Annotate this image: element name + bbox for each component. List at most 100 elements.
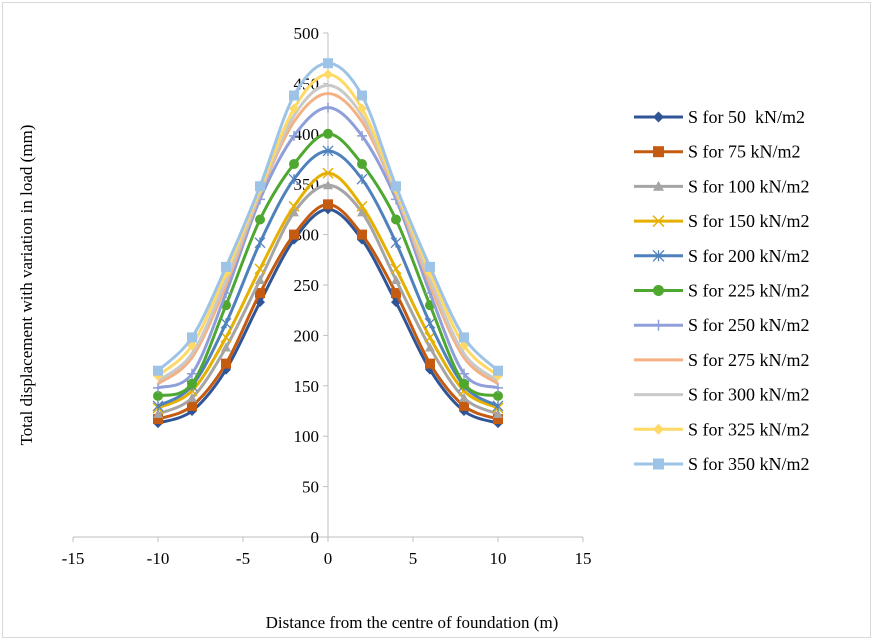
legend-label: S for 350 kN/m2	[688, 454, 810, 474]
legend-item: S for 325 kN/m2	[634, 419, 810, 439]
data-point	[652, 249, 665, 262]
data-point	[653, 285, 664, 296]
x-tick-label: -15	[62, 549, 85, 568]
y-axis-label: Total displacement with variation in loa…	[17, 125, 36, 446]
data-point	[289, 103, 299, 114]
data-point	[323, 128, 333, 139]
data-point	[493, 365, 503, 376]
data-point	[653, 180, 664, 191]
data-point	[459, 368, 469, 379]
data-point	[357, 90, 367, 101]
legend-item: S for 350 kN/m2	[634, 454, 810, 474]
data-point	[493, 382, 503, 393]
data-point	[322, 167, 334, 179]
series-line	[157, 83, 499, 382]
data-point	[425, 342, 435, 352]
y-tick-label: 450	[294, 74, 320, 93]
y-tick-label: 200	[294, 326, 320, 345]
data-point	[357, 130, 367, 141]
data-point	[255, 181, 265, 192]
data-point	[187, 378, 197, 389]
data-point	[391, 214, 401, 225]
data-point	[323, 58, 333, 69]
data-point	[153, 365, 163, 376]
legend-item: S for 150 kN/m2	[634, 211, 810, 231]
y-tick-label: 150	[294, 377, 320, 396]
y-tick-label: 250	[294, 276, 320, 295]
x-tick-label: 15	[575, 549, 592, 568]
series-1	[153, 199, 503, 425]
y-tick-label: 0	[311, 528, 320, 547]
data-point	[289, 229, 299, 240]
data-point	[425, 261, 435, 272]
legend-item: S for 50 kN/m2	[634, 107, 805, 127]
axes	[72, 32, 584, 542]
data-point	[255, 214, 265, 225]
legend-item: S for 275 kN/m2	[634, 350, 810, 370]
data-point	[221, 358, 231, 369]
data-point	[187, 368, 197, 379]
data-point	[653, 319, 664, 331]
legend-label: S for 75 kN/m2	[688, 142, 801, 162]
data-point	[653, 146, 664, 158]
series-8	[157, 83, 499, 382]
legend-item: S for 300 kN/m2	[634, 385, 810, 405]
legend-label: S for 100 kN/m2	[688, 176, 810, 196]
series-2	[153, 180, 503, 419]
data-point	[424, 331, 436, 343]
x-tick-label: 10	[490, 549, 507, 568]
data-point	[653, 458, 664, 470]
data-point	[221, 342, 231, 352]
series-10	[153, 58, 503, 376]
data-point	[288, 173, 300, 185]
data-point	[653, 423, 664, 435]
series-9	[153, 69, 503, 381]
y-tick-label: 100	[294, 427, 320, 446]
data-point	[220, 331, 232, 343]
series-7	[157, 91, 499, 386]
data-point	[390, 263, 402, 275]
data-point	[459, 332, 469, 343]
data-point	[459, 392, 469, 402]
data-point	[152, 400, 164, 412]
legend-label: S for 150 kN/m2	[688, 211, 810, 231]
data-point	[220, 317, 232, 329]
data-point	[357, 103, 367, 114]
x-tick-label: -5	[236, 549, 250, 568]
data-point	[254, 237, 266, 249]
data-point	[323, 180, 333, 190]
data-point	[391, 288, 401, 299]
legend-label: S for 200 kN/m2	[688, 246, 810, 266]
data-point	[323, 102, 333, 113]
data-point	[653, 111, 664, 123]
legend-label: S for 225 kN/m2	[688, 281, 810, 301]
legend-label: S for 325 kN/m2	[688, 419, 810, 439]
series-lines	[152, 58, 504, 429]
data-point	[493, 390, 503, 401]
legend-label: S for 300 kN/m2	[688, 385, 810, 405]
data-point	[356, 200, 368, 212]
data-point	[357, 159, 367, 170]
x-tick-label: 5	[409, 549, 418, 568]
data-point	[425, 358, 435, 369]
data-point	[424, 317, 436, 329]
data-point	[187, 392, 197, 402]
data-point	[221, 261, 231, 272]
data-point	[391, 274, 401, 284]
data-point	[492, 400, 504, 412]
series-line	[157, 91, 499, 386]
legend-item: S for 250 kN/m2	[634, 315, 810, 335]
data-point	[289, 90, 299, 101]
data-point	[289, 130, 299, 141]
legend-label: S for 275 kN/m2	[688, 350, 810, 370]
data-point	[255, 274, 265, 284]
legend-label: S for 50 kN/m2	[688, 107, 805, 127]
x-tick-label: -10	[147, 549, 170, 568]
data-point	[322, 145, 334, 157]
series-3	[152, 167, 504, 414]
data-point	[493, 414, 503, 425]
legend-item: S for 200 kN/m2	[634, 246, 810, 266]
series-5	[153, 128, 503, 401]
y-tick-label: 50	[302, 478, 319, 497]
